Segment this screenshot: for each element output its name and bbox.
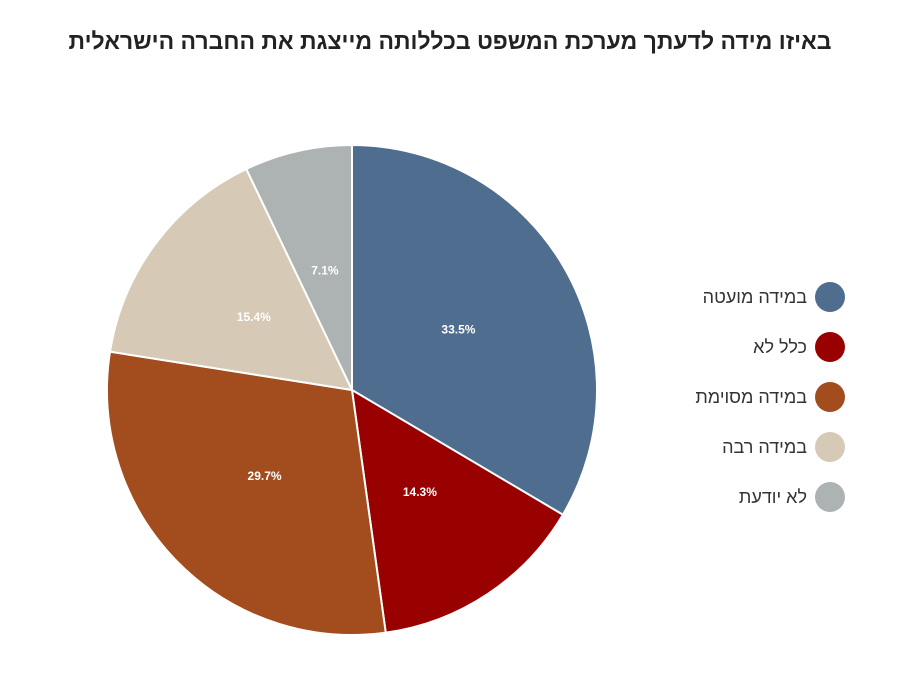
legend-label: לא יודעת	[738, 486, 807, 507]
legend-swatch	[815, 382, 845, 412]
legend-item: כלל לא	[600, 322, 845, 372]
slice-value-label: 14.3%	[403, 485, 437, 499]
legend-item: במידה מועטה	[600, 272, 845, 322]
legend-swatch	[815, 432, 845, 462]
chart-title: באיזו מידה לדעתך מערכת המשפט בכללותה מיי…	[68, 28, 832, 54]
legend-swatch	[815, 282, 845, 312]
pie-slice	[244, 143, 353, 391]
slice-value-label: 29.7%	[248, 469, 282, 483]
pie-slice	[106, 350, 387, 636]
legend-label: במידה מועטה	[702, 286, 807, 307]
pie-slice	[351, 143, 598, 517]
legend-item: לא יודעת	[600, 472, 845, 522]
pie-slice	[350, 388, 565, 634]
legend-swatch	[815, 332, 845, 362]
slice-value-label: 7.1%	[311, 264, 339, 278]
slice-value-label: 15.4%	[237, 310, 271, 324]
legend: במידה מועטה כלל לא במידה מסוימת במידה רבה לא…	[600, 272, 845, 522]
legend-label: כלל לא	[753, 336, 807, 357]
legend-label: במידה מסוימת	[695, 386, 807, 407]
legend-swatch	[815, 482, 845, 512]
legend-item: במידה מסוימת	[600, 372, 845, 422]
slice-value-label: 33.5%	[441, 322, 475, 336]
legend-label: במידה רבה	[722, 436, 807, 457]
legend-item: במידה רבה	[600, 422, 845, 472]
pie-slice	[108, 167, 354, 392]
